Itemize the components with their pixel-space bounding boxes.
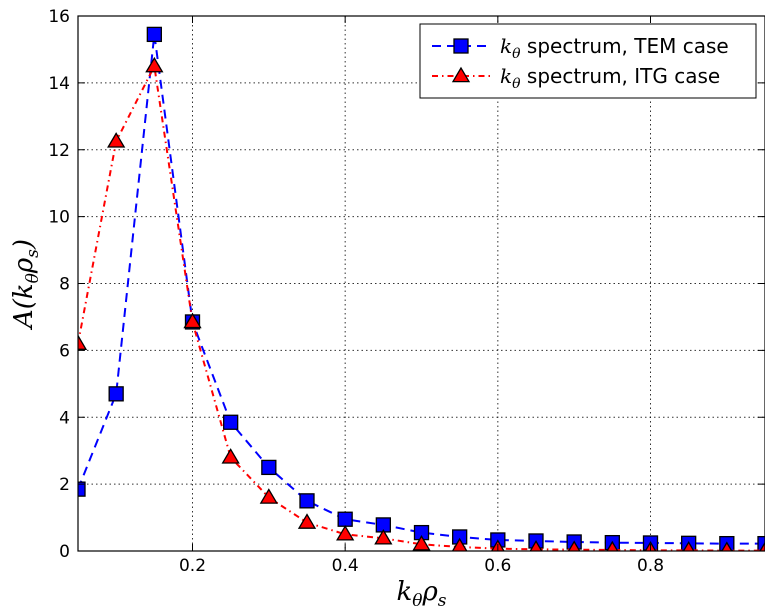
y-tick-label: 10 — [48, 208, 70, 228]
y-tick-label: 16 — [48, 7, 70, 27]
data-point — [78, 481, 86, 497]
data-point — [221, 448, 240, 464]
data-point — [261, 459, 277, 476]
data-point — [259, 488, 278, 504]
y-tick-label: 2 — [59, 475, 70, 495]
data-point — [606, 540, 619, 551]
x-tick-label: 0.4 — [332, 556, 359, 576]
y-axis-label: A(kθρs) — [9, 239, 43, 330]
data-point — [299, 493, 315, 509]
x-axis-label: kθρs — [396, 577, 446, 611]
data-point — [78, 334, 88, 350]
x-tick-label: 0.6 — [484, 556, 511, 576]
y-tick-label: 8 — [59, 275, 70, 295]
y-tick-label: 0 — [59, 542, 70, 562]
x-tick-label: 0.2 — [179, 556, 206, 576]
series-line — [78, 62, 765, 551]
data-point — [567, 540, 581, 551]
data-point — [108, 386, 124, 402]
data-point — [682, 541, 695, 551]
legend-label: kθ spectrum, TEM case — [500, 34, 729, 62]
data-point — [223, 414, 239, 430]
legend-marker — [451, 66, 471, 83]
y-tick-label: 14 — [48, 74, 70, 94]
legend-marker — [453, 38, 469, 54]
series-tem — [78, 26, 765, 551]
data-point — [146, 26, 162, 43]
data-point — [759, 541, 765, 551]
legend-label: kθ spectrum, ITG case — [500, 64, 720, 92]
data-point — [183, 312, 202, 329]
data-point — [529, 540, 543, 551]
data-point — [297, 513, 317, 529]
data-point — [451, 537, 468, 551]
data-point — [412, 535, 431, 551]
series-itg — [78, 56, 765, 551]
series-line — [78, 34, 765, 545]
data-point — [107, 132, 126, 148]
y-tick-label: 4 — [59, 408, 70, 428]
x-tick-label: 0.8 — [637, 556, 664, 576]
ticks: 0.2 0.4 0.6 0.8 0 2 4 6 8 10 12 14 16 — [48, 7, 765, 576]
legend-entry: kθ spectrum, TEM case — [432, 34, 729, 62]
data-point — [336, 524, 355, 541]
data-point — [145, 56, 164, 73]
y-tick-label: 6 — [59, 341, 70, 361]
series-layer — [78, 26, 765, 551]
data-point — [337, 511, 353, 527]
y-tick-label: 12 — [48, 141, 70, 161]
data-point — [757, 535, 765, 551]
legend-entry: kθ spectrum, ITG case — [432, 64, 720, 92]
data-point — [374, 529, 393, 545]
data-point — [721, 541, 733, 551]
legend-box — [419, 23, 757, 99]
